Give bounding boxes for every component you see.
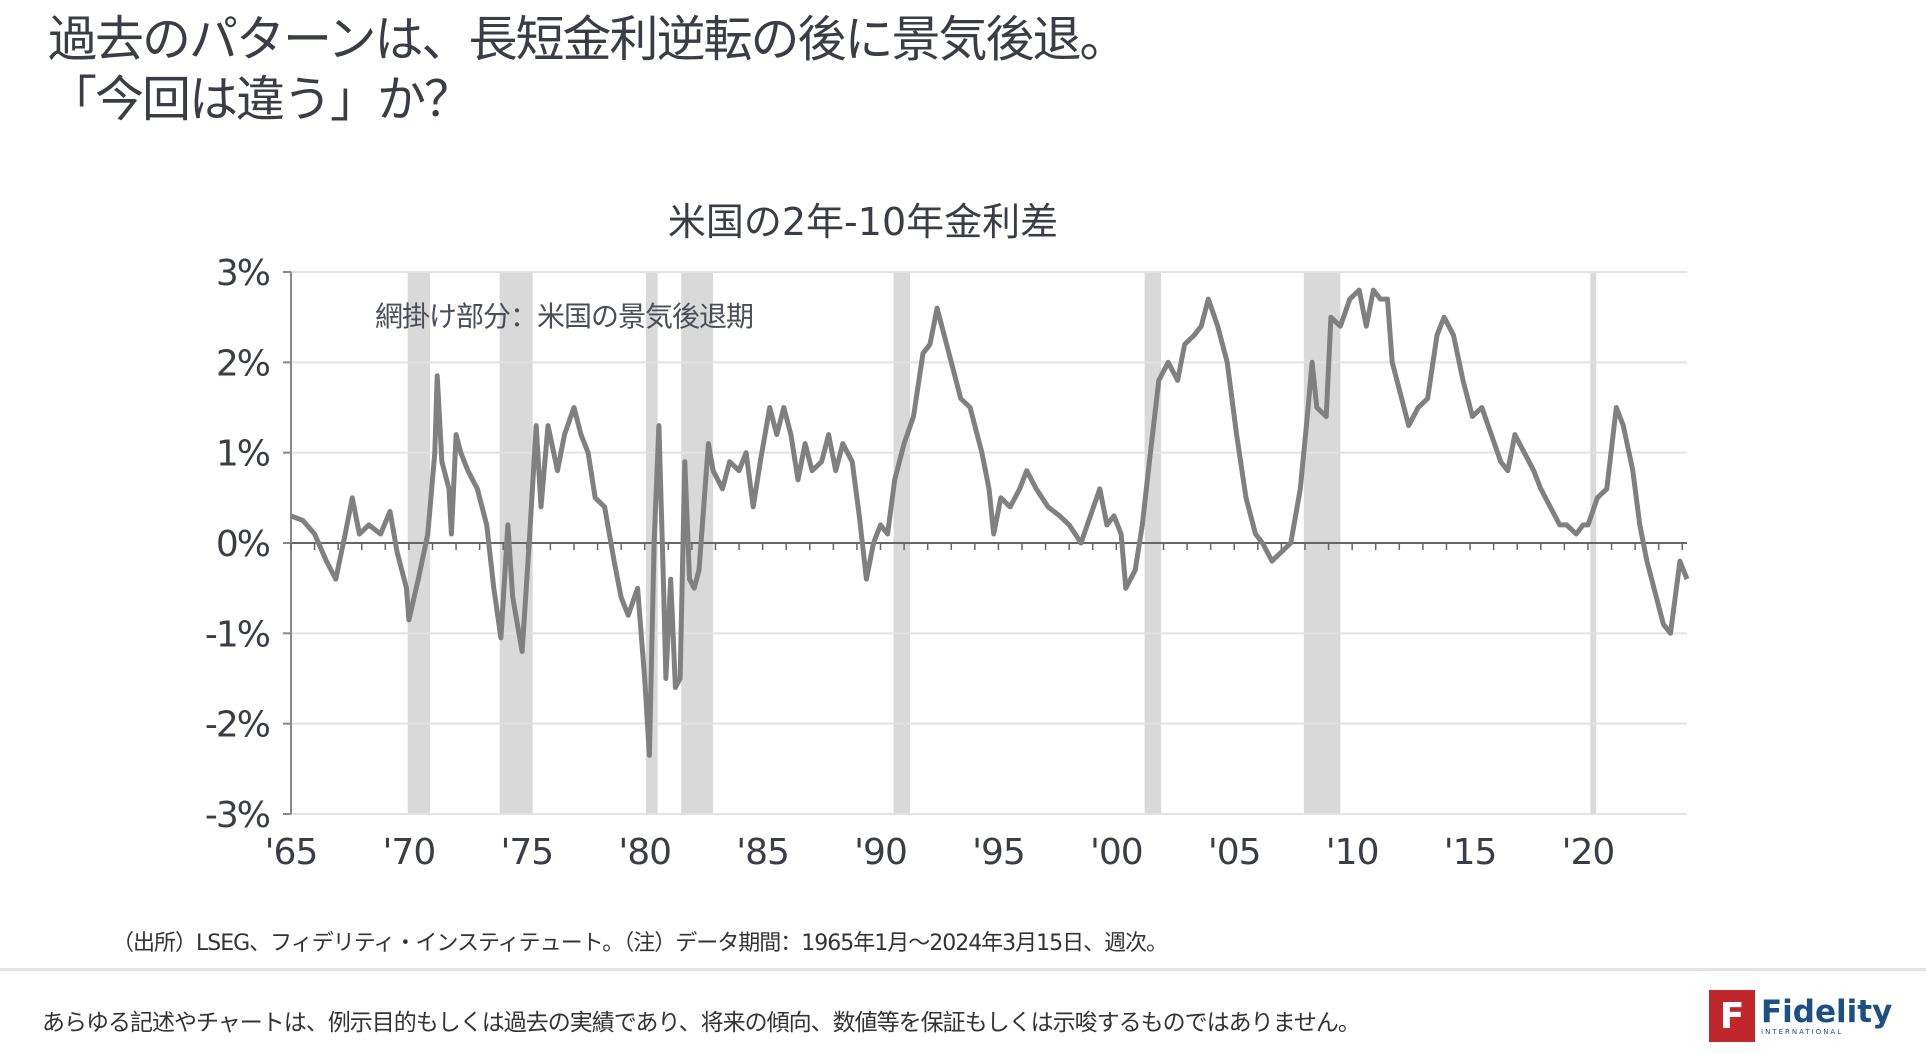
y-tick-label: -2%	[205, 705, 270, 746]
x-tick-label: '80	[618, 832, 671, 873]
x-tick-label: '90	[854, 832, 907, 873]
x-tick-label: '10	[1326, 832, 1379, 873]
x-tick-label: '00	[1090, 832, 1143, 873]
fidelity-logo: F Fidelity INTERNATIONAL	[1709, 990, 1892, 1042]
y-tick-label: -1%	[205, 614, 270, 655]
y-tick-label: 3%	[216, 253, 270, 294]
logo-subtitle: INTERNATIONAL	[1761, 1028, 1844, 1036]
spread-line	[290, 287, 1690, 758]
y-tick-label: -3%	[205, 795, 270, 836]
x-tick-label: '20	[1562, 832, 1615, 873]
x-tick-label: '75	[500, 832, 553, 873]
x-tick-label: '85	[736, 832, 789, 873]
x-tick-label: '15	[1444, 832, 1497, 873]
yield-spread-chart: 米国の2年-10年金利差 3% 2% 1% 0% -1% -2% -3%'65 '70 '75 '…	[205, 200, 1690, 873]
x-tick-label: '05	[1208, 832, 1261, 873]
logo-name: Fidelity	[1761, 994, 1893, 1030]
y-tick-label: 0%	[216, 524, 270, 565]
disclaimer: あらゆる記述やチャートは、例示目的もしくは過去の実績であり、将来の傾向、数値等を…	[42, 1010, 1361, 1036]
recession-annotation: 網掛け部分：米国の景気後退期	[375, 300, 753, 333]
fidelity-logo-mark: F	[1709, 990, 1755, 1042]
title-line-2: 「今回は違う」か？	[48, 71, 473, 128]
y-tick-label: 1%	[216, 434, 270, 475]
footer-divider	[0, 968, 1926, 971]
page-title: 過去のパターンは、長短金利逆転の後に景気後退。 「今回は違う」か？	[48, 10, 1129, 130]
chart-title: 米国の2年-10年金利差	[668, 200, 1058, 244]
x-tick-label: '95	[972, 832, 1025, 873]
x-tick-label: '65	[265, 832, 318, 873]
x-tick-label: '70	[383, 832, 436, 873]
title-line-1: 過去のパターンは、長短金利逆転の後に景気後退。	[48, 11, 1129, 68]
source-note: （出所）LSEG、フィデリティ・インスティテュート。（注）データ期間：1965年…	[112, 931, 1168, 956]
y-tick-label: 2%	[216, 343, 270, 384]
